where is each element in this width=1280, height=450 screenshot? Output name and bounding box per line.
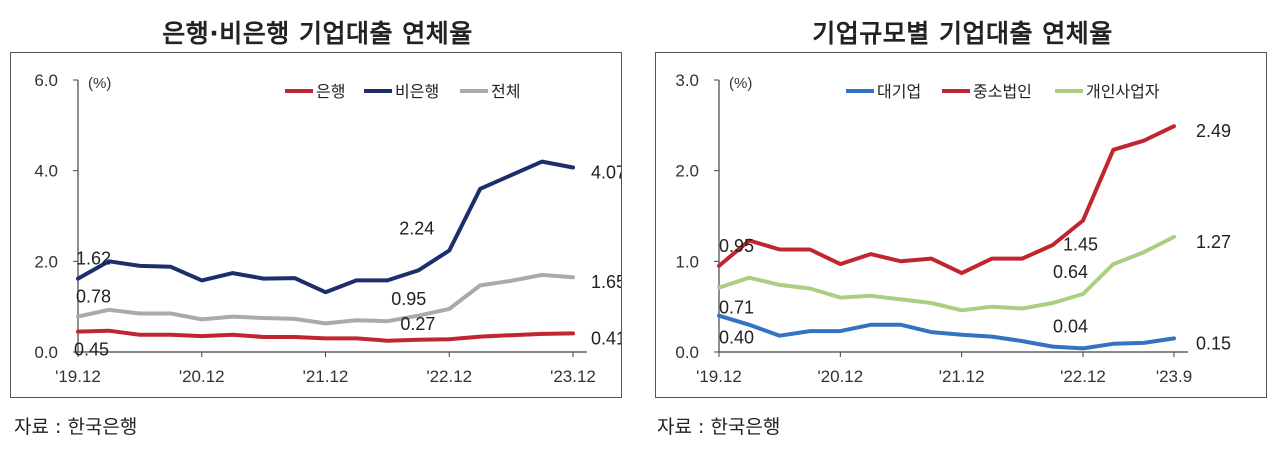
y-axis-unit: (%) bbox=[88, 75, 111, 92]
chart-title-firm-size: 기업규모별 기업대출 연체율 bbox=[812, 19, 1113, 48]
x-tick-label: '21.12 bbox=[303, 367, 349, 386]
y-tick-label: 0.0 bbox=[675, 343, 699, 362]
data-label: 0.45 bbox=[74, 340, 109, 360]
y-tick-label: 6.0 bbox=[34, 71, 58, 90]
data-label: 0.95 bbox=[391, 289, 426, 309]
x-tick-label: '23.12 bbox=[550, 367, 596, 386]
line-chart-bank-nonbank: 0.0 2.0 4.0 6.0 (%) '19.12 '20.12 '21.12 '22.12 '… bbox=[34, 71, 621, 386]
data-label: 0.78 bbox=[76, 287, 111, 307]
data-label: 0.27 bbox=[400, 314, 435, 334]
legend-label-0: 대기업 bbox=[877, 83, 921, 101]
x-tick-label: '23.9 bbox=[1156, 367, 1192, 386]
legend-label-2: 전체 bbox=[491, 83, 520, 101]
x-tick-label: '19.12 bbox=[696, 367, 742, 386]
legend-label-2: 개인사업자 bbox=[1086, 83, 1160, 101]
legend-label-1: 중소법인 bbox=[973, 83, 1032, 101]
source-note-left: 자료 : 한국은행 bbox=[14, 416, 138, 438]
data-label: 2.49 bbox=[1196, 121, 1231, 141]
line-chart-firm-size: 0.0 1.0 2.0 3.0 (%) '19.12 '20.12 '21.12 '22.12 '… bbox=[675, 71, 1231, 386]
x-tick-label: '20.12 bbox=[179, 367, 225, 386]
data-label: 0.40 bbox=[719, 328, 754, 348]
x-tick-label: '19.12 bbox=[55, 367, 101, 386]
y-axis-unit: (%) bbox=[729, 75, 752, 92]
y-tick-label: 4.0 bbox=[34, 162, 58, 181]
y-tick-label: 2.0 bbox=[34, 252, 58, 271]
y-tick-label: 1.0 bbox=[675, 252, 699, 271]
data-label: 0.71 bbox=[719, 298, 754, 318]
chart-panel-bank-nonbank: 0.0 2.0 4.0 6.0 (%) '19.12 '20.12 '21.12 '22.12 '… bbox=[10, 52, 622, 398]
series-line-1 bbox=[76, 159, 575, 295]
series-line-0 bbox=[717, 313, 1176, 351]
series-line-2 bbox=[76, 272, 575, 326]
data-label: 0.04 bbox=[1053, 316, 1088, 336]
series-line-1 bbox=[717, 124, 1176, 276]
data-label: 1.65 bbox=[591, 272, 621, 292]
x-tick-label: '22.12 bbox=[426, 367, 472, 386]
y-tick-label: 3.0 bbox=[675, 71, 699, 90]
legend-label-0: 은행 bbox=[316, 83, 345, 101]
series-line-2 bbox=[717, 234, 1176, 313]
chart-title-bank-nonbank: 은행·비은행 기업대출 연체율 bbox=[162, 19, 473, 48]
data-label: 0.15 bbox=[1196, 333, 1231, 353]
y-tick-label: 2.0 bbox=[675, 162, 699, 181]
data-label: 0.41 bbox=[591, 328, 621, 348]
data-label: 2.24 bbox=[399, 218, 434, 238]
data-label: 1.27 bbox=[1196, 232, 1231, 252]
data-label: 4.07 bbox=[591, 162, 621, 182]
chart-panel-firm-size: 0.0 1.0 2.0 3.0 (%) '19.12 '20.12 '21.12 '22.12 '… bbox=[655, 52, 1267, 398]
series-line-0 bbox=[76, 328, 575, 343]
data-label: 1.45 bbox=[1063, 235, 1098, 255]
x-tick-label: '22.12 bbox=[1060, 367, 1106, 386]
data-label: 0.95 bbox=[719, 236, 754, 256]
source-note-right: 자료 : 한국은행 bbox=[657, 416, 781, 438]
y-tick-label: 0.0 bbox=[34, 343, 58, 362]
data-label: 0.64 bbox=[1053, 262, 1088, 282]
data-label: 1.62 bbox=[76, 249, 111, 269]
legend-label-1: 비은행 bbox=[395, 83, 439, 101]
x-tick-label: '21.12 bbox=[939, 367, 985, 386]
x-tick-label: '20.12 bbox=[817, 367, 863, 386]
